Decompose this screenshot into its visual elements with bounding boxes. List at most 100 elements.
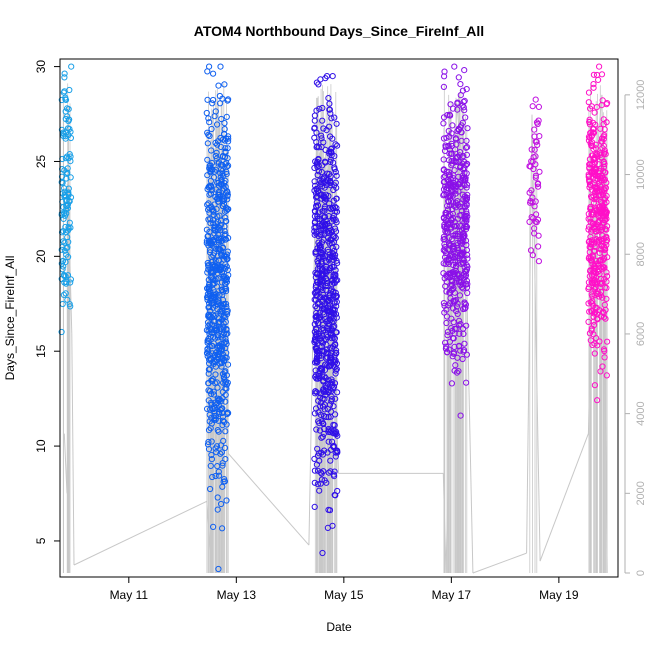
data-point (334, 142, 341, 149)
data-point (65, 238, 72, 246)
data-point (319, 433, 326, 440)
data-point (221, 312, 228, 319)
data-point (599, 308, 607, 315)
data-point (330, 403, 337, 410)
data-point (60, 291, 68, 298)
data-point (221, 232, 228, 239)
data-point (592, 185, 599, 192)
data-point (206, 237, 213, 244)
data-point (445, 221, 452, 229)
data-point (326, 204, 333, 211)
data-point (326, 123, 333, 130)
data-point (600, 346, 608, 353)
data-point (205, 313, 212, 320)
data-point (318, 132, 325, 139)
data-point (320, 125, 327, 132)
data-point (205, 438, 212, 446)
data-point (323, 413, 330, 421)
data-point (328, 376, 335, 383)
data-point (206, 165, 213, 172)
data-point (327, 133, 334, 140)
data-point (462, 114, 469, 121)
data-point (210, 174, 218, 181)
altitude-line-segment (526, 114, 533, 554)
data-point (314, 202, 322, 209)
data-point (593, 205, 600, 212)
data-point (452, 187, 459, 194)
data-point (222, 338, 230, 345)
data-point (333, 172, 340, 179)
data-point (221, 131, 228, 138)
data-point (313, 426, 320, 433)
data-point (588, 129, 595, 136)
data-point (205, 131, 212, 138)
data-point (323, 279, 330, 287)
data-point (219, 462, 226, 469)
data-point (458, 137, 465, 144)
data-point (327, 254, 334, 261)
data-point (452, 177, 459, 184)
data-point (588, 133, 595, 140)
y-tick-label: 20 (34, 249, 48, 263)
data-point (315, 397, 322, 404)
data-point (457, 81, 464, 88)
data-point (603, 372, 610, 379)
data-point (328, 398, 335, 405)
data-point (532, 138, 539, 145)
data-point (451, 349, 458, 356)
y-tick-label: 30 (34, 60, 48, 74)
x-tick-label: May 19 (539, 588, 579, 602)
data-point (443, 229, 450, 236)
data-point (313, 139, 320, 146)
data-point (60, 228, 67, 235)
data-point (599, 257, 606, 264)
data-point (332, 271, 339, 278)
data-point (333, 293, 340, 300)
data-point (534, 120, 541, 128)
data-point (314, 305, 321, 312)
data-point (313, 186, 320, 193)
data-point (208, 377, 215, 384)
data-point (221, 376, 228, 383)
data-point (444, 332, 451, 339)
data-point (449, 189, 456, 196)
data-points-layer (58, 63, 611, 573)
data-point (331, 182, 338, 189)
data-point (452, 297, 459, 304)
data-point (532, 174, 539, 181)
data-point (328, 309, 335, 316)
data-point (455, 74, 462, 81)
data-point (452, 362, 459, 369)
data-point (603, 209, 610, 216)
data-point (312, 313, 319, 320)
data-point (221, 120, 228, 127)
data-point (209, 405, 216, 412)
data-point (204, 294, 211, 301)
data-point (209, 186, 216, 194)
data-point (332, 311, 340, 318)
data-point (333, 208, 341, 215)
data-point (224, 155, 231, 162)
data-point (61, 70, 68, 77)
data-point (322, 191, 330, 198)
data-point (457, 412, 464, 419)
data-point (207, 462, 214, 469)
data-point (311, 467, 318, 474)
data-point (591, 243, 598, 250)
data-point (325, 234, 332, 242)
data-point (313, 194, 320, 201)
data-point (460, 230, 467, 237)
data-point (444, 112, 451, 119)
data-point (457, 274, 464, 281)
data-point (213, 149, 220, 156)
data-point (216, 225, 223, 232)
data-point (315, 209, 322, 216)
data-point (318, 418, 325, 425)
data-point (223, 168, 230, 175)
data-point (332, 492, 339, 499)
data-point (333, 347, 340, 354)
data-point (461, 165, 468, 172)
data-point (462, 195, 469, 202)
data-point (597, 125, 604, 132)
data-point (441, 73, 448, 80)
